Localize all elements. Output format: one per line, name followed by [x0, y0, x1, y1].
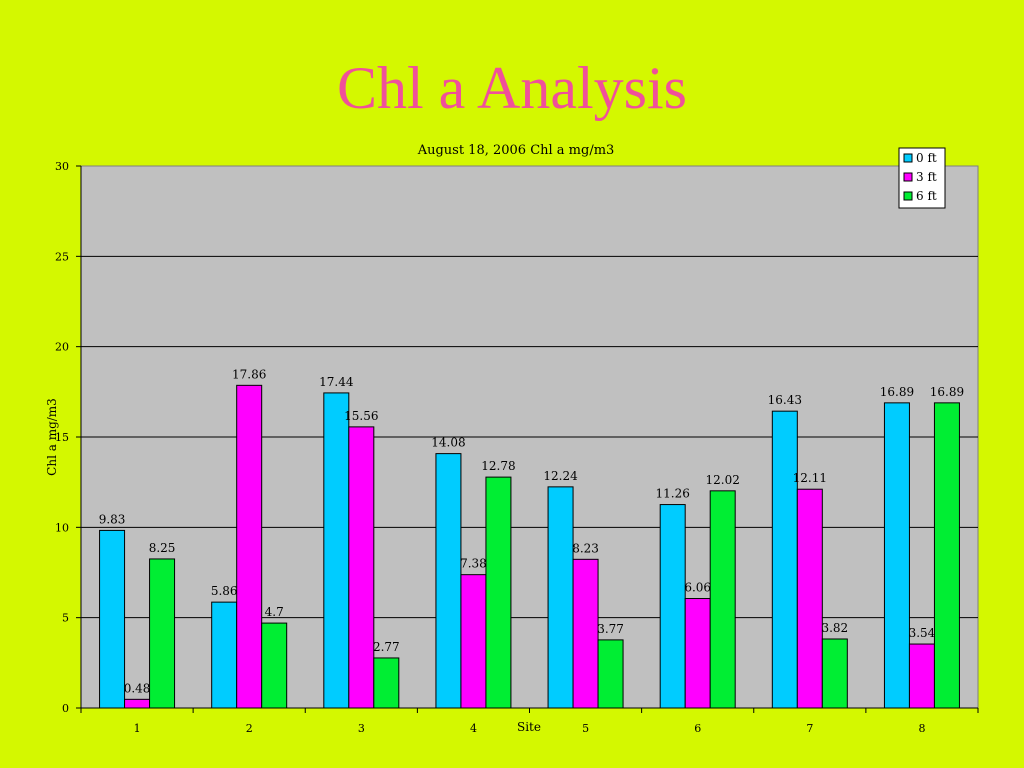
legend: 0 ft 3 ft 6 ft: [898, 147, 946, 209]
x-tick-label: 1: [134, 722, 141, 735]
chart-title: August 18, 2006 Chl a mg/m3: [417, 143, 615, 158]
data-labels: 9.83 0.48 8.25 5.86 17.86 4.7 17.44 15.56 2.77 14…: [99, 367, 964, 695]
gridlines: [81, 255, 978, 619]
y-tick-label: 15: [55, 431, 69, 444]
x-tick-label: 4: [470, 722, 477, 735]
bar: [771, 410, 798, 709]
bar: [908, 643, 935, 709]
legend-label: 6 ft: [916, 189, 937, 203]
bar: [261, 622, 288, 709]
y-tick-label: 30: [55, 160, 69, 173]
data-label: 12.24: [543, 469, 578, 483]
y-tick-label: 20: [55, 341, 69, 354]
data-label: 12.11: [793, 471, 827, 485]
bar: [709, 490, 736, 709]
slide-title: Chl a Analysis: [336, 55, 687, 121]
bar: [348, 426, 375, 709]
bar: [236, 384, 263, 709]
bar: [99, 529, 126, 709]
x-tick-label: 8: [918, 722, 925, 735]
bar: [373, 657, 400, 709]
bar: [933, 402, 960, 709]
legend-swatch: [903, 191, 913, 201]
data-label: 16.89: [880, 385, 914, 399]
bar: [124, 698, 151, 709]
data-label: 15.56: [344, 409, 378, 423]
data-label: 16.89: [930, 385, 964, 399]
x-tick-label: 2: [246, 722, 253, 735]
bar: [323, 392, 350, 709]
legend-label: 3 ft: [916, 170, 937, 184]
data-label: 16.43: [768, 393, 802, 407]
legend-swatch: [903, 153, 913, 163]
data-label: 0.48: [124, 681, 151, 695]
data-label: 12.02: [706, 473, 740, 487]
bar: [796, 488, 823, 709]
data-label: 4.7: [265, 605, 284, 619]
data-label: 3.54: [909, 626, 936, 640]
bar: [460, 574, 487, 709]
bar: [435, 453, 462, 709]
data-label: 9.83: [99, 512, 126, 526]
legend-swatch: [903, 172, 913, 182]
data-label: 2.77: [373, 640, 400, 654]
data-label: 6.06: [684, 581, 711, 595]
data-label: 3.77: [597, 622, 624, 636]
bar: [821, 638, 848, 709]
x-tick-label: 5: [582, 722, 589, 735]
x-tick-label: 6: [694, 722, 701, 735]
data-label: 8.25: [149, 541, 176, 555]
data-label: 11.26: [656, 487, 690, 501]
x-tick-label: 3: [358, 722, 365, 735]
data-label: 14.08: [431, 436, 465, 450]
y-tick-label: 10: [55, 521, 69, 534]
bar: [485, 476, 512, 709]
bar: [597, 639, 624, 709]
data-label: 17.44: [319, 375, 354, 389]
data-label: 3.82: [821, 621, 848, 635]
bars: [99, 384, 960, 709]
x-tick-label: 7: [806, 722, 813, 735]
data-label: 7.38: [460, 557, 487, 571]
bar: [547, 486, 574, 709]
y-axis-label: Chl a mg/m3: [45, 398, 59, 476]
data-label: 12.78: [481, 459, 515, 473]
data-label: 8.23: [572, 541, 599, 555]
bar: [211, 601, 238, 709]
bar: [659, 504, 686, 709]
legend-label: 0 ft: [916, 151, 937, 165]
data-label: 17.86: [232, 367, 266, 381]
y-tick-label: 5: [62, 612, 69, 625]
bar: [883, 402, 910, 709]
bar: [149, 558, 176, 709]
data-label: 5.86: [211, 584, 238, 598]
x-axis-ticks: 1 2 3 4 5 6 7 8: [80, 708, 979, 735]
bar: [572, 558, 599, 709]
y-tick-label: 25: [55, 250, 69, 263]
y-tick-label: 0: [62, 702, 69, 715]
x-axis-label: Site: [517, 720, 541, 734]
bar: [684, 598, 711, 709]
